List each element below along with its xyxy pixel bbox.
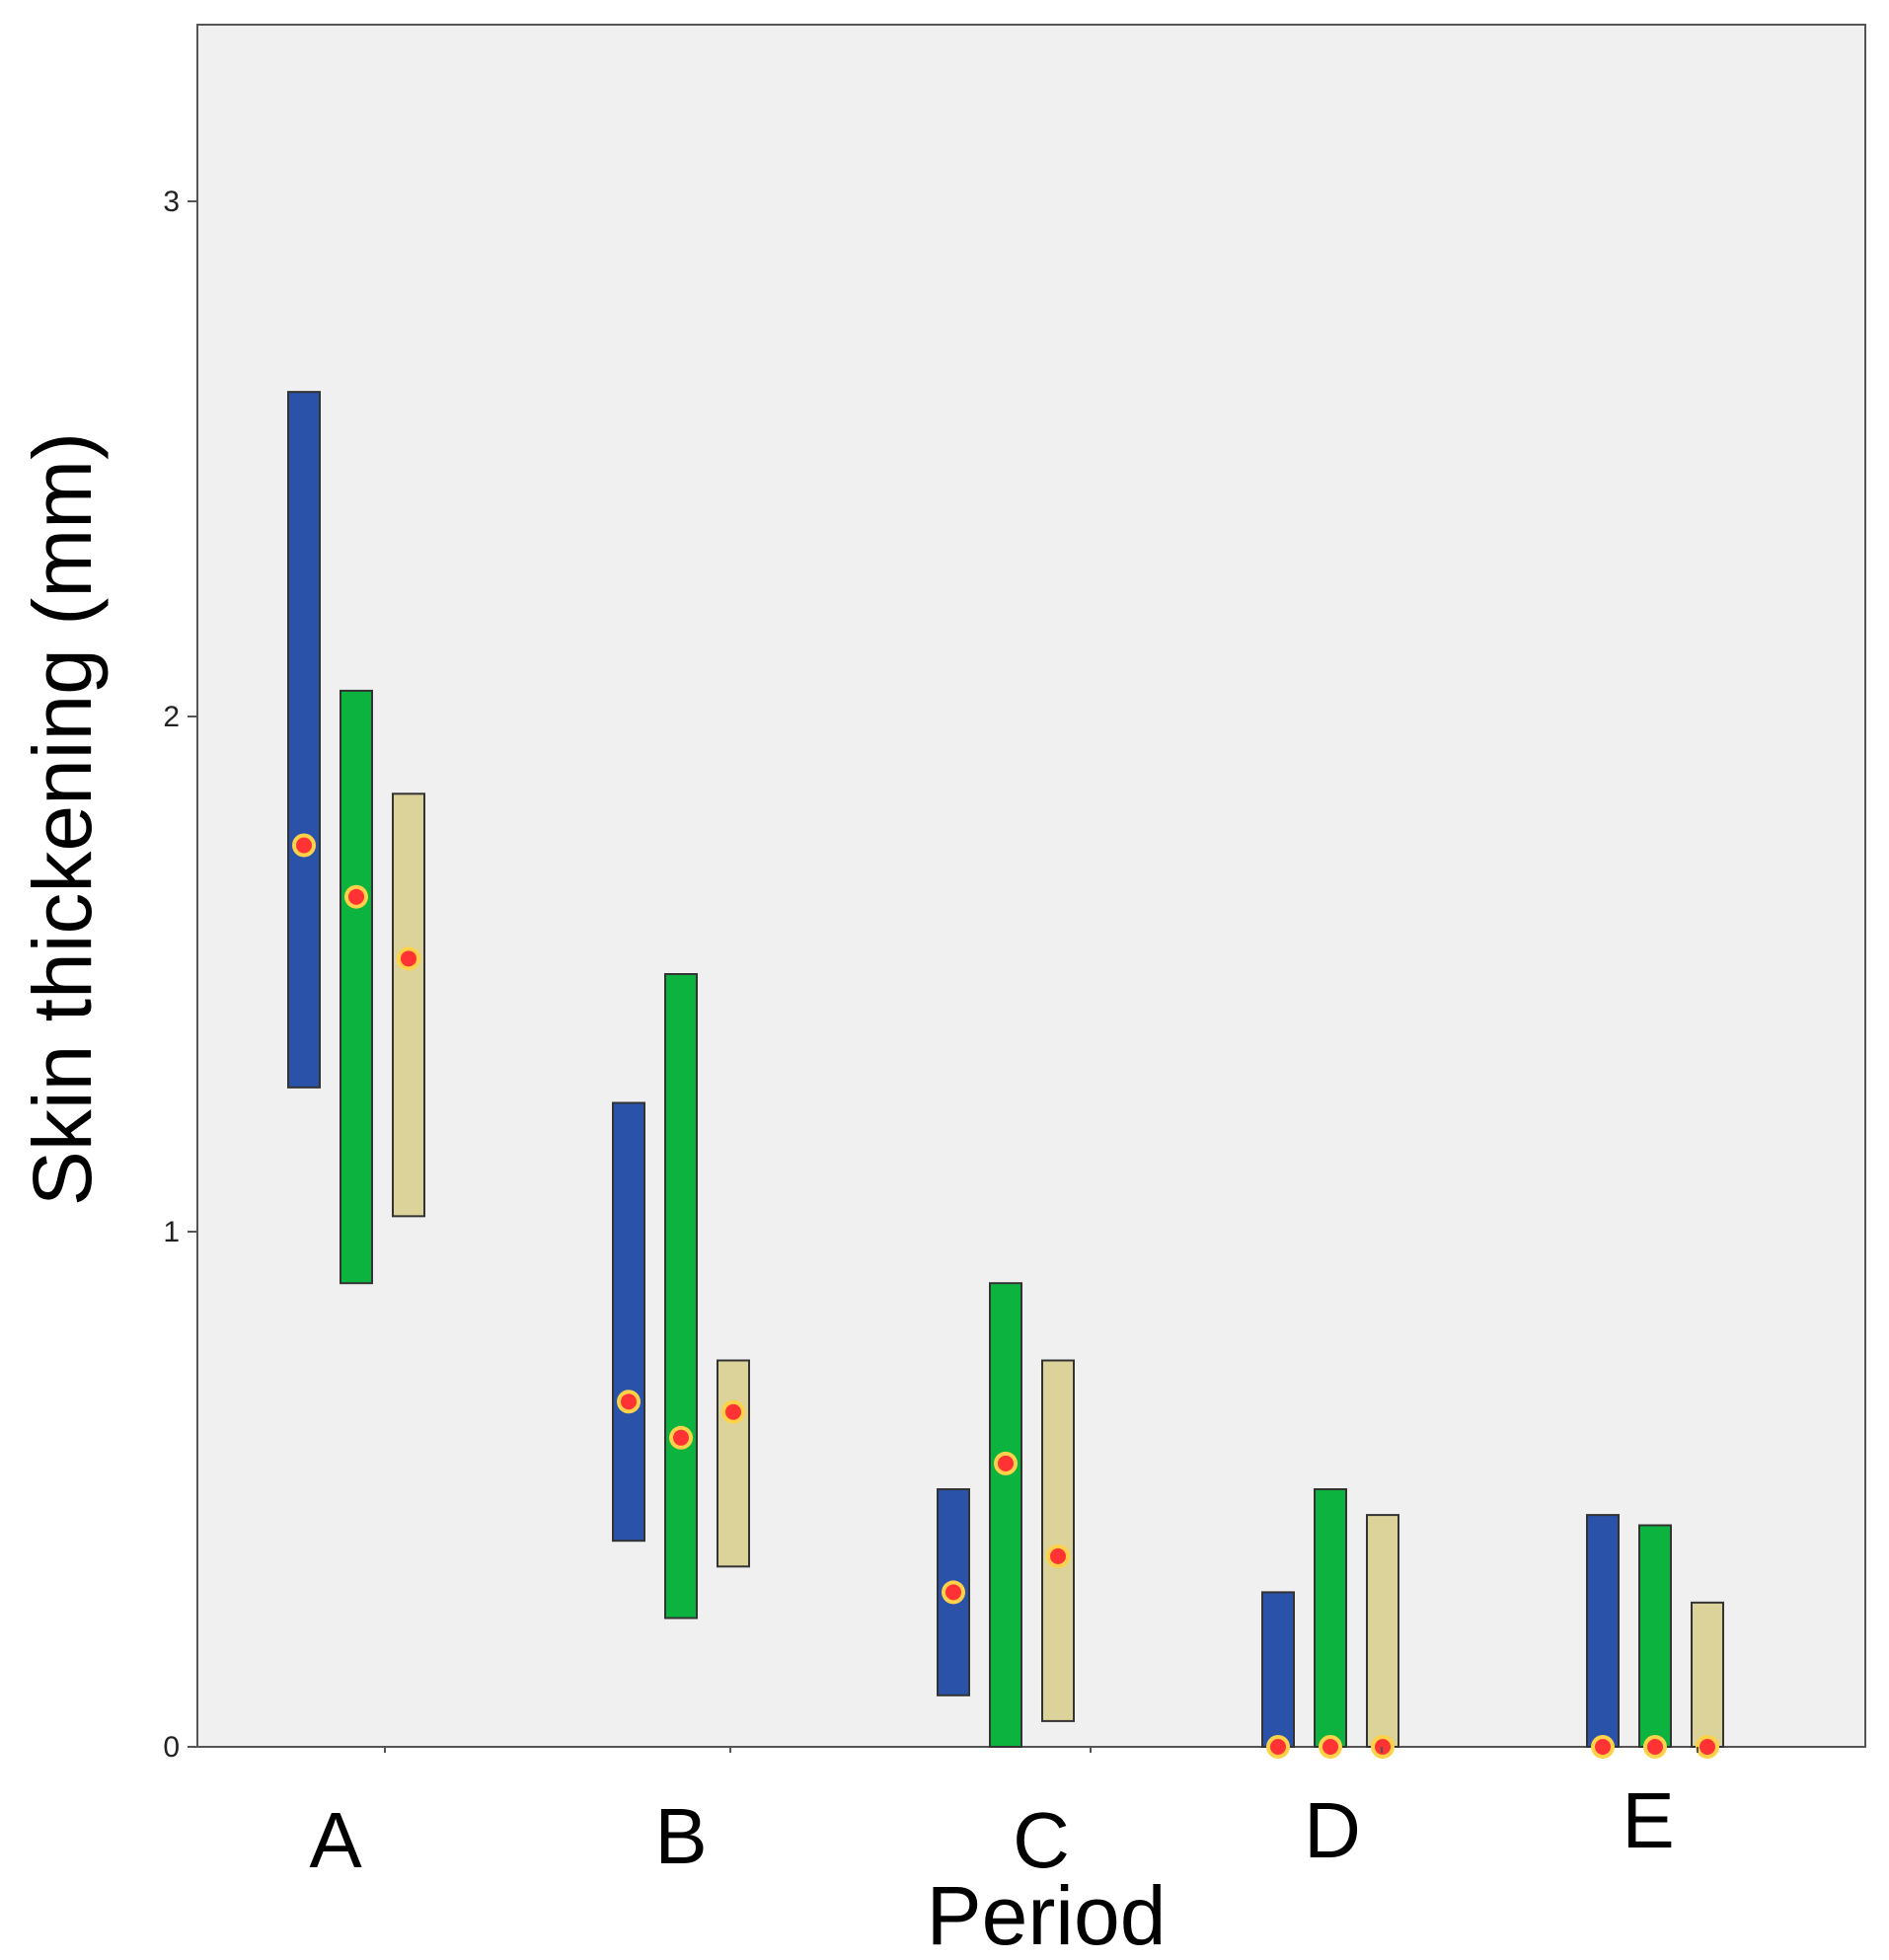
mean-marker-C-2 [998,1455,1014,1471]
range-bar-E-2 [1638,1524,1672,1749]
mean-marker-C-1 [945,1584,961,1601]
range-bar-A-1 [287,391,321,1089]
mean-marker-A-3 [401,950,416,967]
markers-layer [292,833,1719,1759]
mean-marker-B-1 [621,1394,637,1410]
plot-area [196,24,1866,1748]
x-tick-label: B [654,1792,707,1880]
range-bar-D-2 [1314,1488,1347,1748]
y-tick-label: 2 [163,701,180,733]
mean-marker-D-1 [1270,1739,1286,1755]
range-bar-A-3 [392,792,425,1218]
mean-marker-A-1 [296,837,312,854]
mean-marker-E-1 [1595,1739,1611,1755]
range-bar-C-2 [989,1282,1022,1748]
range-bar-D-3 [1366,1514,1399,1748]
mean-marker-D-2 [1322,1739,1338,1755]
y-tick-label: 0 [163,1731,180,1764]
y-tick-label: 3 [163,186,180,218]
x-tick-label: E [1622,1776,1674,1864]
x-tick-label: D [1304,1786,1361,1874]
x-tick-label: C [1013,1796,1070,1884]
x-axis-title: Period [927,1869,1167,1960]
mean-marker-E-3 [1700,1739,1715,1755]
mean-marker-C-3 [1050,1547,1066,1564]
bars-layer [287,391,1724,1749]
mean-marker-B-3 [725,1403,741,1420]
x-tick-label: A [309,1796,362,1884]
mean-marker-B-2 [673,1429,689,1446]
range-bar-E-3 [1691,1601,1724,1748]
mean-marker-A-2 [348,888,364,905]
range-bar-B-2 [664,973,698,1620]
y-axis-title: Skin thickening (mm) [16,432,109,1206]
y-axis: 0 1 2 3 [163,186,197,1764]
range-bar-C-3 [1041,1359,1075,1722]
x-axis: A B C D E [309,1747,1699,1884]
mean-marker-E-2 [1647,1739,1663,1755]
range-bar-B-3 [717,1359,750,1568]
range-bar-B-1 [612,1101,645,1543]
range-bar-E-1 [1586,1514,1620,1748]
range-bar-A-2 [340,689,373,1285]
range-bar-D-1 [1261,1591,1295,1749]
y-tick-label: 1 [163,1216,180,1248]
